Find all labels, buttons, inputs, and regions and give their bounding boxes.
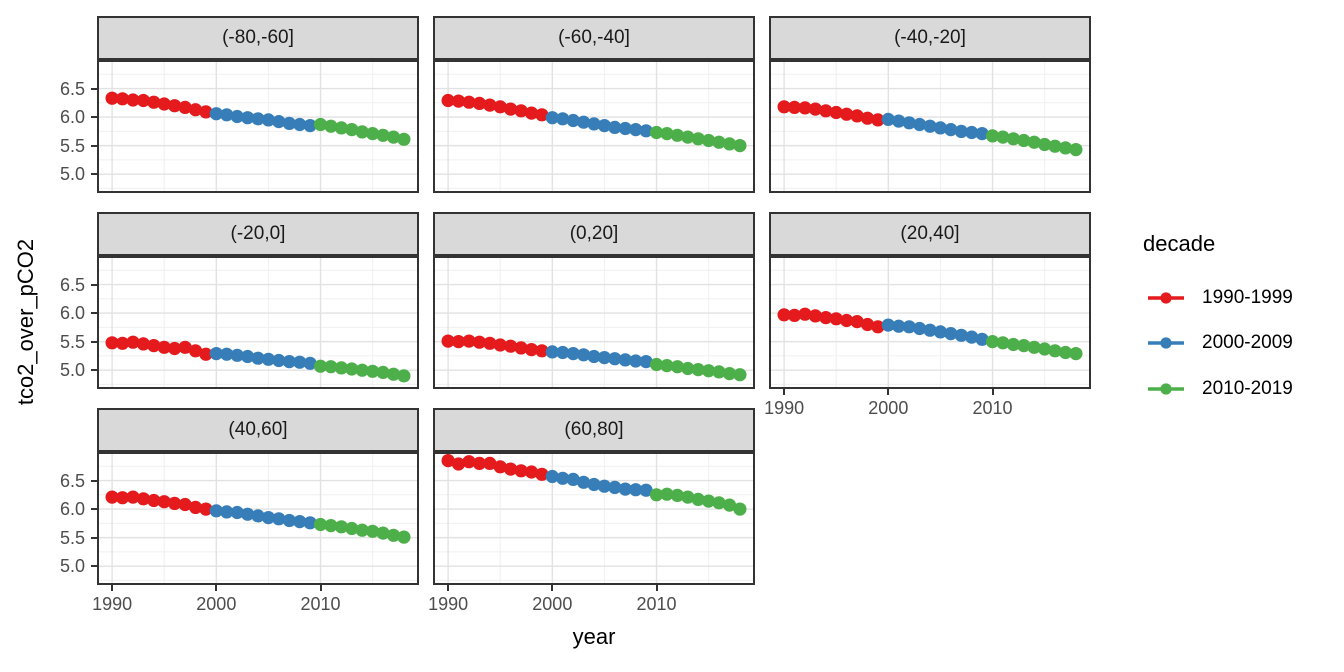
y-axis-tick-label: 5.0	[59, 164, 85, 185]
y-axis-tick-mark	[91, 508, 97, 511]
y-axis-tick-label: 5.5	[59, 135, 85, 156]
x-axis-tick-label: 2010	[300, 594, 341, 614]
x-axis-tick-label: 1990	[92, 594, 133, 614]
facet-strip-label: (-80,-60]	[97, 16, 419, 60]
y-axis-tick-mark	[91, 536, 97, 539]
facet-strip-label: (-60,-40]	[433, 16, 755, 60]
y-axis-tick-label: 5.0	[59, 556, 85, 577]
facet-panel	[769, 60, 1091, 193]
x-axis-tick-mark	[319, 585, 322, 591]
facet-panel	[433, 60, 755, 193]
x-axis-tick-label: 2010	[636, 594, 677, 614]
facet-strip-label: (60,80]	[433, 408, 755, 452]
x-axis-tick-label: 2000	[532, 594, 573, 614]
legend-key-line-dot-icon	[1148, 292, 1184, 304]
facet-strip-label: (40,60]	[97, 408, 419, 452]
facet-strip-label: (20,40]	[769, 212, 1091, 256]
legend-item: 2000-2009	[1146, 332, 1293, 354]
y-axis-tick-label: 6.5	[59, 274, 85, 295]
y-axis-tick-label: 6.0	[59, 499, 85, 520]
y-axis-tick-mark	[91, 87, 97, 90]
y-axis-tick-label: 6.0	[59, 303, 85, 324]
legend-item: 2010-2019	[1146, 378, 1293, 400]
y-axis-tick-mark	[91, 369, 97, 372]
x-axis-tick-mark	[551, 585, 554, 591]
facet-panel	[433, 452, 755, 585]
x-axis-tick-label: 1990	[428, 594, 469, 614]
x-axis-tick-label: 1990	[764, 398, 805, 418]
facet-strip-label: (-40,-20]	[769, 16, 1091, 60]
legend-item-label: 2000-2009	[1202, 332, 1293, 353]
facet-panel	[433, 256, 755, 389]
y-axis-tick-mark	[91, 479, 97, 482]
legend-item-label: 1990-1999	[1202, 287, 1293, 308]
x-axis-tick-label: 2010	[972, 398, 1013, 418]
x-axis-tick-mark	[887, 389, 890, 395]
facet-panel	[769, 256, 1091, 389]
y-axis-tick-mark	[91, 173, 97, 176]
x-axis-tick-mark	[655, 585, 658, 591]
x-axis-tick-mark	[215, 585, 218, 591]
facet-panel	[97, 60, 419, 193]
facet-panel	[97, 256, 419, 389]
y-axis-tick-label: 6.0	[59, 107, 85, 128]
y-axis-tick-mark	[91, 340, 97, 343]
y-axis-tick-mark	[91, 144, 97, 147]
y-axis-tick-label: 5.5	[59, 527, 85, 548]
x-axis-tick-mark	[447, 585, 450, 591]
x-axis-tick-mark	[991, 389, 994, 395]
x-axis-tick-mark	[783, 389, 786, 395]
x-axis-title: year	[572, 624, 616, 649]
y-axis-tick-mark	[91, 565, 97, 568]
x-axis-tick-label: 2000	[868, 398, 909, 418]
facet-strip-label: (0,20]	[433, 212, 755, 256]
y-axis-tick-label: 6.5	[59, 470, 85, 491]
legend-key-line-dot-icon	[1148, 383, 1184, 395]
legend-item: 1990-1999	[1146, 287, 1293, 309]
facet-strip-label: (-20,0]	[97, 212, 419, 256]
x-axis-tick-mark	[111, 585, 114, 591]
y-axis-tick-label: 6.5	[59, 78, 85, 99]
y-axis-tick-mark	[91, 116, 97, 119]
legend-key-line-dot-icon	[1148, 337, 1184, 349]
facet-panel	[97, 452, 419, 585]
y-axis-tick-label: 5.5	[59, 331, 85, 352]
x-axis-tick-label: 2000	[196, 594, 237, 614]
legend-item-label: 2010-2019	[1202, 378, 1293, 399]
y-axis-tick-label: 5.0	[59, 360, 85, 381]
y-axis-tick-mark	[91, 312, 97, 315]
y-axis-tick-mark	[91, 283, 97, 286]
legend-title: decade	[1143, 231, 1216, 256]
